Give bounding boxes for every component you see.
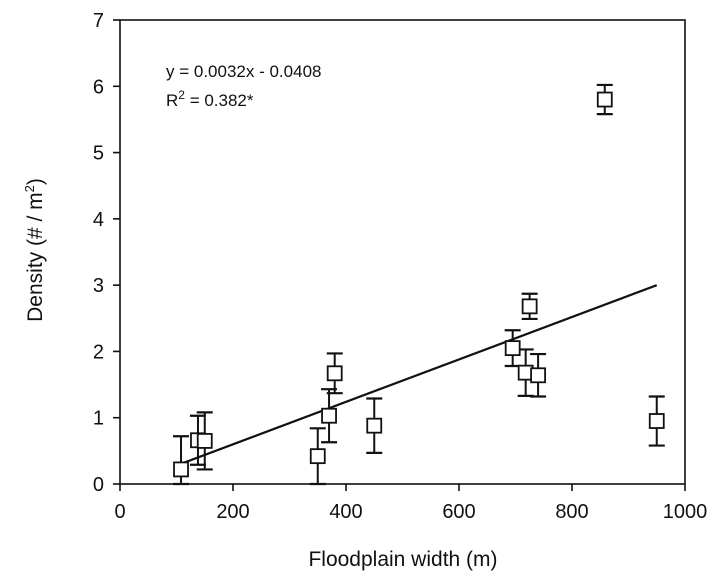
y-tick-label: 5 bbox=[93, 143, 104, 165]
axes bbox=[119, 19, 686, 485]
data-point-marker bbox=[321, 407, 337, 424]
data-point-marker bbox=[596, 91, 613, 108]
data-point-marker bbox=[366, 417, 383, 434]
y-tick-label: 1 bbox=[93, 408, 104, 430]
y-tick-label: 4 bbox=[93, 209, 104, 231]
y-axis-title-close: ) bbox=[24, 178, 47, 185]
x-tick-label: 400 bbox=[329, 501, 362, 523]
x-tick-label: 200 bbox=[216, 501, 249, 523]
data-point-marker bbox=[504, 340, 521, 357]
y-tick-label: 2 bbox=[93, 341, 104, 363]
data-point-marker bbox=[173, 461, 189, 478]
regression-line bbox=[180, 284, 658, 465]
y-tick-label: 3 bbox=[93, 275, 104, 297]
x-axis-title: Floodplain width (m) bbox=[308, 548, 497, 571]
y-axis-title-main: Density (# / m bbox=[24, 192, 47, 322]
x-tick-label: 600 bbox=[442, 501, 475, 523]
error-bars bbox=[173, 83, 665, 486]
x-tick-label: 800 bbox=[555, 501, 588, 523]
regression-equation: y = 0.0032x - 0.0408 bbox=[166, 62, 321, 81]
data-points bbox=[173, 91, 665, 478]
data-point-marker bbox=[648, 413, 665, 429]
y-axis-title: Density (# / m2) bbox=[22, 178, 47, 322]
y-tick-label: 0 bbox=[93, 474, 104, 496]
x-tick-label: 1000 bbox=[663, 501, 708, 523]
y-tick-label: 7 bbox=[93, 10, 104, 32]
y-tick-label: 6 bbox=[93, 76, 104, 98]
r-squared-value: = 0.382* bbox=[185, 91, 254, 110]
tick-labels: 0 200 400 600 800 1000 0 1 2 3 4 5 6 7 bbox=[93, 10, 707, 523]
plot-frame bbox=[119, 19, 686, 485]
y-axis-title-superscript: 2 bbox=[22, 185, 37, 192]
r-squared-label: R2 = 0.382* bbox=[166, 88, 254, 110]
regression-line-segment bbox=[180, 284, 658, 465]
r-squared-superscript: 2 bbox=[178, 88, 185, 102]
data-point-marker bbox=[326, 365, 343, 382]
r-squared-prefix: R bbox=[166, 91, 178, 110]
data-point-marker bbox=[521, 298, 538, 315]
data-point-marker bbox=[309, 448, 326, 465]
data-point-marker bbox=[530, 367, 546, 384]
tick-marks bbox=[113, 19, 686, 491]
data-point-marker bbox=[196, 433, 213, 449]
x-tick-label: 0 bbox=[114, 501, 125, 523]
